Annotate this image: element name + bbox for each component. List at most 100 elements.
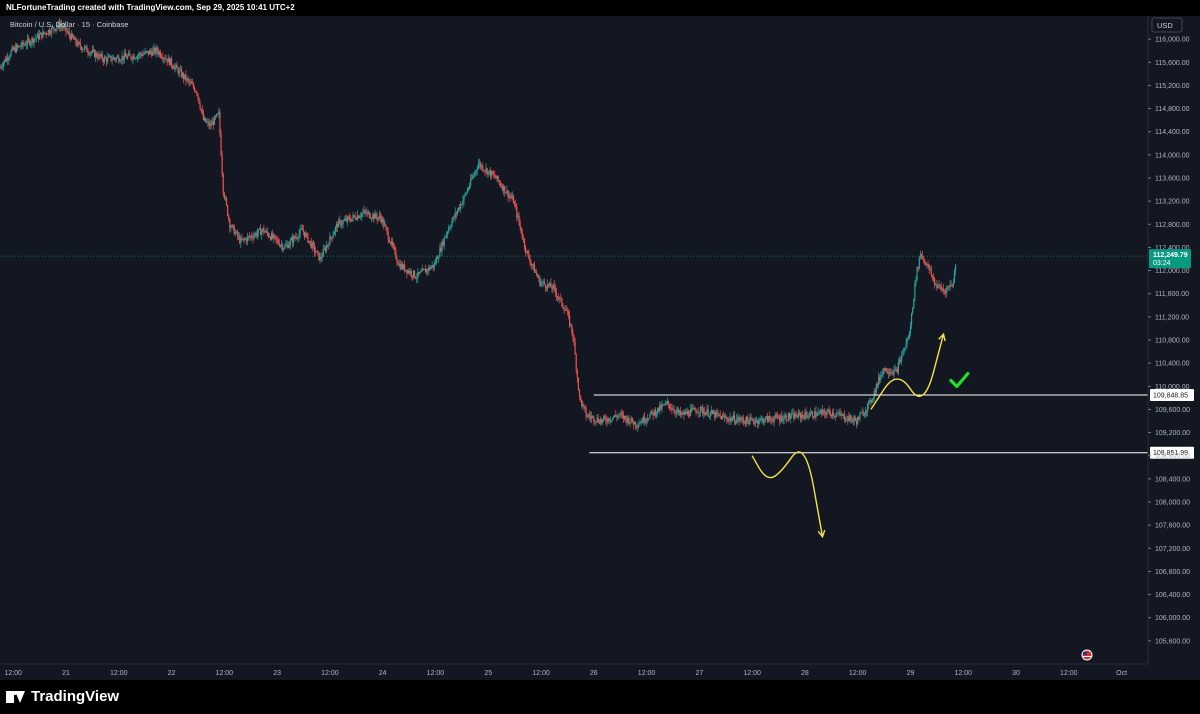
candle-body: [124, 53, 126, 57]
candle-body: [412, 270, 415, 277]
candle-body: [402, 264, 405, 269]
candle-body: [534, 272, 537, 274]
candle-body: [437, 257, 439, 260]
candle-body: [481, 165, 483, 168]
candle-body: [503, 185, 505, 191]
candle-body: [817, 412, 819, 416]
candle-body: [219, 111, 221, 134]
candle-body: [110, 55, 112, 61]
currency-button[interactable]: USD: [1151, 17, 1183, 33]
candle-body: [904, 347, 906, 349]
us-flag-icon[interactable]: [1081, 649, 1093, 661]
candle-body: [154, 47, 156, 54]
candle-body: [659, 405, 661, 412]
candle-body: [163, 58, 165, 60]
candle-body: [909, 325, 912, 333]
candle-body: [460, 203, 462, 209]
candle-body: [769, 416, 771, 419]
candle-body: [848, 416, 850, 421]
tradingview-logo[interactable]: TradingView: [6, 688, 119, 705]
candle-body: [473, 174, 475, 177]
chart-panel[interactable]: 109,848.85 108,851.99 105,600.00 106,000.0…: [0, 16, 1200, 680]
candle-body: [921, 255, 924, 259]
candle-body: [639, 423, 641, 425]
candle-body: [441, 241, 443, 252]
candle-body: [400, 264, 402, 270]
candle-body: [424, 269, 427, 273]
candle-body: [549, 282, 551, 286]
candle-body: [851, 419, 853, 422]
candle-body: [686, 411, 688, 414]
candle-body: [262, 228, 264, 231]
candle-body: [197, 93, 199, 98]
candle-body: [727, 419, 729, 422]
candle-body: [654, 410, 656, 416]
candle-body: [56, 26, 58, 29]
candle-body: [383, 219, 385, 227]
candle-body: [683, 412, 685, 415]
candle-body: [464, 194, 466, 196]
candle-body: [888, 372, 891, 374]
scenario-path[interactable]: [870, 334, 945, 410]
annotations-layer[interactable]: [751, 332, 970, 539]
candle-body: [592, 416, 594, 417]
time-tick-label: 12:00: [743, 670, 761, 677]
candle-body: [12, 47, 14, 50]
candle-body: [775, 414, 777, 416]
candle-body: [444, 237, 446, 239]
candle-body: [327, 244, 329, 246]
candle-body: [445, 233, 448, 238]
horizontal-levels-layer[interactable]: 109,848.85 108,851.99: [0, 255, 1194, 459]
price-tick-label: 108,800.00: [1155, 453, 1190, 460]
time-scale[interactable]: 12:00 21 12:00 22 12:00 23 12:00 24 12:00 25 12:00…: [4, 670, 1127, 677]
candle-body: [865, 411, 868, 413]
candle-body: [81, 49, 84, 51]
candle-body: [687, 411, 689, 416]
candle-body: [401, 264, 404, 269]
candle-body: [148, 50, 151, 55]
candle-body: [715, 411, 717, 418]
candle-body: [782, 420, 784, 422]
candle-body: [41, 32, 43, 38]
candle-body: [51, 27, 53, 34]
candle-body: [821, 409, 824, 414]
price-chart[interactable]: 109,848.85 108,851.99 105,600.00 106,000.0…: [0, 16, 1200, 680]
candle-body: [671, 408, 673, 410]
candle-body: [785, 415, 787, 421]
candle-body: [558, 297, 560, 299]
candle-body: [100, 54, 102, 57]
candle-body: [930, 269, 932, 276]
candle-body: [426, 269, 428, 273]
candle-body: [264, 231, 266, 233]
candle-body: [468, 185, 471, 189]
candle-body: [336, 224, 339, 228]
candle-body: [119, 61, 121, 63]
candle-body: [91, 49, 93, 53]
candle-body: [296, 237, 298, 239]
candle-body: [155, 47, 157, 54]
candle-body: [276, 239, 278, 241]
candle-body: [332, 234, 334, 239]
candle-body: [942, 288, 945, 291]
candle-body: [579, 395, 582, 400]
price-tick-label: 110,400.00: [1155, 361, 1190, 368]
candle-body: [221, 155, 223, 174]
candle-body: [58, 22, 60, 29]
candle-body: [45, 32, 47, 35]
scenario-path[interactable]: [751, 451, 824, 537]
candle-body: [561, 298, 563, 306]
candle-body: [308, 240, 310, 243]
candle-body: [795, 413, 797, 417]
candle-body: [542, 281, 544, 283]
candle-body: [812, 411, 814, 417]
time-tick-label: 24: [379, 670, 387, 677]
candle-body: [169, 58, 172, 65]
candle-body: [15, 45, 18, 53]
candle-body: [159, 51, 162, 57]
candle-body: [564, 310, 566, 311]
price-scale[interactable]: 105,600.00 106,000.00 106,400.00 106,800.00…: [1148, 37, 1190, 646]
candle-body: [814, 411, 816, 418]
candle-body: [176, 64, 178, 69]
candle-body: [492, 171, 494, 175]
